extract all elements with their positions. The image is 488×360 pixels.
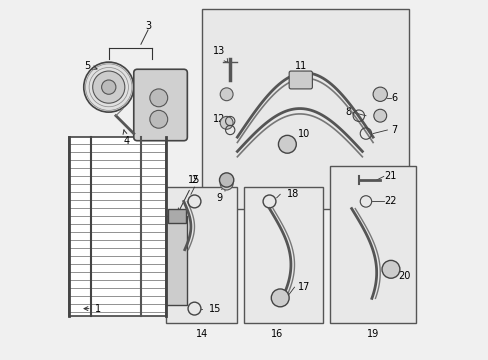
Text: 2: 2 (178, 175, 197, 212)
Text: 19: 19 (366, 329, 379, 339)
Circle shape (372, 87, 386, 102)
Text: 10: 10 (298, 129, 310, 139)
Text: 21: 21 (383, 171, 395, 181)
Text: 9: 9 (216, 187, 224, 203)
Circle shape (219, 173, 233, 187)
Text: 8: 8 (345, 107, 351, 117)
Text: 20: 20 (397, 271, 409, 282)
Text: 15: 15 (188, 175, 200, 185)
Text: 5: 5 (84, 61, 97, 71)
Text: 18: 18 (287, 189, 299, 199)
Circle shape (271, 289, 288, 307)
Circle shape (220, 88, 233, 101)
Circle shape (149, 89, 167, 107)
Text: 4: 4 (123, 130, 129, 146)
FancyBboxPatch shape (134, 69, 187, 141)
Circle shape (278, 135, 296, 153)
Circle shape (381, 260, 399, 278)
Text: 7: 7 (390, 125, 396, 135)
Text: 11: 11 (294, 61, 306, 71)
Bar (167, 208, 185, 223)
Text: 1: 1 (84, 303, 101, 314)
Circle shape (83, 62, 134, 112)
Circle shape (149, 111, 167, 128)
Circle shape (220, 116, 233, 129)
Text: 22: 22 (383, 197, 395, 206)
Text: 17: 17 (298, 282, 310, 292)
Text: 13: 13 (213, 46, 227, 63)
Text: 12: 12 (213, 114, 229, 127)
Bar (244, 187, 323, 323)
FancyBboxPatch shape (288, 71, 312, 89)
Circle shape (373, 109, 386, 122)
Bar (69, 137, 165, 316)
Bar (165, 216, 187, 305)
Text: 6: 6 (390, 93, 396, 103)
Circle shape (93, 71, 124, 103)
Text: 14: 14 (195, 329, 207, 339)
Circle shape (102, 80, 116, 94)
Text: 15: 15 (208, 303, 221, 314)
Bar (329, 166, 415, 323)
Bar (165, 187, 237, 323)
Circle shape (220, 177, 233, 190)
Bar (201, 9, 408, 208)
Text: 3: 3 (144, 21, 151, 31)
Text: 16: 16 (270, 329, 282, 339)
